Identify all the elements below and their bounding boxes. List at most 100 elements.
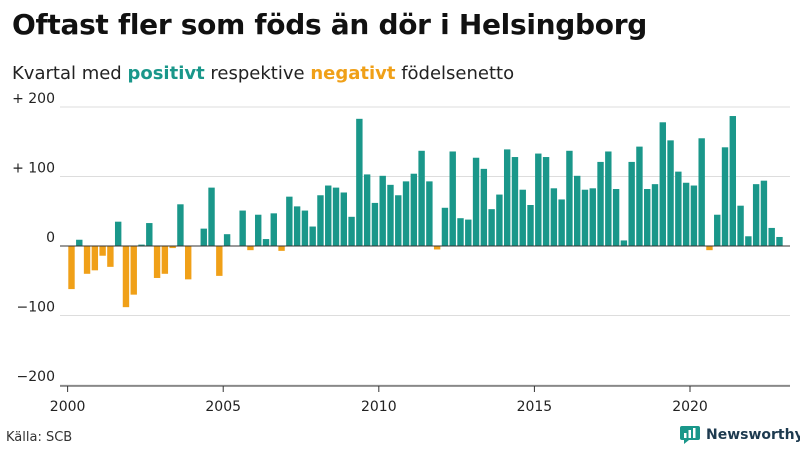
bar-2021-q4 [745, 236, 752, 246]
bar-2001-q1 [99, 246, 106, 256]
bar-2021-q3 [737, 205, 744, 246]
subtitle-negative-word: negativt [310, 63, 396, 84]
bar-2004-q2 [200, 228, 207, 247]
bar-2014-q1 [503, 149, 511, 246]
bar-2016-q1 [566, 150, 573, 246]
bar-2018-q1 [628, 161, 635, 246]
bar-2008-q4 [340, 192, 347, 246]
bar-2002-q1 [130, 246, 137, 295]
bar-2008-q1 [317, 195, 324, 246]
bar-2007-q2 [293, 206, 301, 246]
bar-2006-q3 [270, 213, 277, 246]
bar-2005-q4 [247, 246, 254, 251]
bar-2022-q4 [776, 236, 783, 247]
newsworthy-logo: Newsworthy [680, 426, 800, 444]
bar-2003-q1 [161, 246, 169, 274]
bar-2018-q3 [644, 189, 651, 246]
bar-2006-q2 [262, 239, 270, 246]
x-axis: 2000 2005 2010 2015 2020 [50, 385, 790, 415]
bar-2012-q2 [449, 151, 456, 246]
bar-2019-q2 [667, 140, 674, 246]
y-tick-label: −200 [17, 369, 55, 385]
bar-2002-q4 [153, 246, 161, 278]
bar-2019-q1 [659, 122, 666, 246]
bar-2020-q3 [706, 246, 713, 251]
bar-2008-q3 [332, 187, 340, 246]
y-tick-labels: + 200 + 100 0 −100 −200 [12, 91, 55, 385]
y-tick-label: + 100 [12, 161, 55, 177]
x-tick-label: 2010 [361, 399, 397, 415]
bar-2015-q4 [558, 199, 565, 246]
bar-2001-q4 [122, 246, 130, 308]
bar-2008-q2 [325, 185, 332, 246]
y-tick-label: 0 [46, 230, 55, 246]
bar-2003-q2 [169, 246, 176, 249]
bar-2019-q3 [675, 171, 682, 246]
bar-2021-q2 [729, 116, 736, 246]
x-tick-label: 2015 [517, 399, 553, 415]
y-tick-label: −100 [17, 300, 55, 316]
x-tick-label: 2000 [50, 399, 86, 415]
bar-2011-q1 [410, 173, 418, 246]
bar-2007-q4 [309, 226, 316, 246]
bar-2020-q2 [698, 138, 705, 246]
bar-2020-q1 [690, 185, 698, 246]
bar-2000-q4 [91, 246, 99, 271]
bar-2004-q3 [208, 187, 215, 246]
bar-2000-q2 [76, 239, 83, 246]
bar-2019-q4 [682, 182, 690, 246]
bar-2018-q2 [636, 146, 643, 246]
bar-2001-q2 [107, 246, 114, 267]
bar-2021-q1 [721, 147, 729, 246]
bar-2003-q3 [177, 204, 184, 246]
bar-2007-q3 [301, 210, 309, 247]
subtitle-text-middle: respektive [204, 63, 311, 84]
y-tick-label: + 200 [12, 91, 55, 107]
subtitle-text-before: Kvartal med [12, 63, 128, 84]
bar-2009-q3 [363, 174, 371, 246]
bar-2011-q3 [426, 181, 433, 246]
bar-2012-q1 [441, 207, 449, 246]
newsworthy-icon [680, 426, 700, 444]
bar-2001-q3 [114, 221, 122, 246]
bar-2022-q2 [760, 180, 768, 246]
bar-2017-q1 [597, 161, 604, 246]
brand-name: Newsworthy [706, 427, 800, 443]
bar-2016-q3 [581, 189, 589, 246]
bar-2013-q3 [488, 209, 495, 246]
bar-2006-q4 [278, 246, 285, 251]
bar-2017-q2 [605, 151, 612, 246]
bar-2009-q4 [371, 202, 379, 246]
bar-2009-q1 [348, 216, 355, 246]
bar-2004-q4 [216, 246, 223, 276]
bar-2002-q3 [146, 223, 153, 246]
bar-2017-q3 [612, 189, 620, 246]
bar-2012-q4 [465, 219, 472, 246]
source-note: Källa: SCB [6, 430, 73, 445]
bar-2013-q1 [472, 157, 480, 247]
bar-2020-q4 [714, 214, 721, 246]
bar-2010-q1 [379, 175, 386, 246]
bar-2022-q3 [768, 227, 775, 246]
bar-2005-q3 [239, 210, 246, 247]
bar-2003-q4 [185, 246, 192, 280]
bar-2000-q1 [68, 246, 75, 290]
x-tick-label: 2020 [672, 399, 708, 415]
bar-2005-q1 [223, 234, 231, 246]
subtitle-text-after: födelsenetto [395, 63, 515, 84]
bar-chart: + 200 + 100 0 −100 −200 2000 2005 2010 2015 2020 [12, 91, 790, 415]
bar-2013-q2 [480, 168, 488, 246]
bars [68, 116, 783, 308]
bar-2011-q4 [433, 246, 441, 250]
subtitle-positive-word: positivt [127, 63, 205, 84]
bar-2010-q3 [395, 195, 402, 246]
bar-2017-q4 [620, 240, 628, 246]
bar-2011-q2 [418, 150, 425, 246]
chart-title: Oftast fler som föds än dör i Helsingbor… [12, 8, 647, 41]
bar-2012-q3 [457, 218, 464, 246]
bar-2015-q2 [542, 157, 550, 246]
bar-2014-q2 [511, 157, 519, 246]
bar-2014-q3 [519, 189, 526, 246]
bar-2018-q4 [651, 184, 659, 246]
bar-2007-q1 [286, 196, 293, 246]
